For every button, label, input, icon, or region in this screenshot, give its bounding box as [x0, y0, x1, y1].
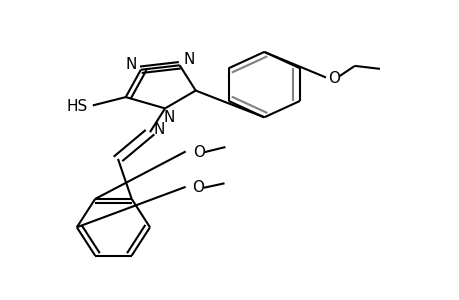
Text: N: N: [153, 122, 164, 137]
Text: HS: HS: [66, 99, 87, 114]
Text: O: O: [192, 180, 204, 195]
Text: N: N: [125, 57, 136, 72]
Text: N: N: [163, 110, 175, 125]
Text: O: O: [193, 145, 205, 160]
Text: O: O: [328, 71, 340, 86]
Text: N: N: [183, 52, 194, 68]
